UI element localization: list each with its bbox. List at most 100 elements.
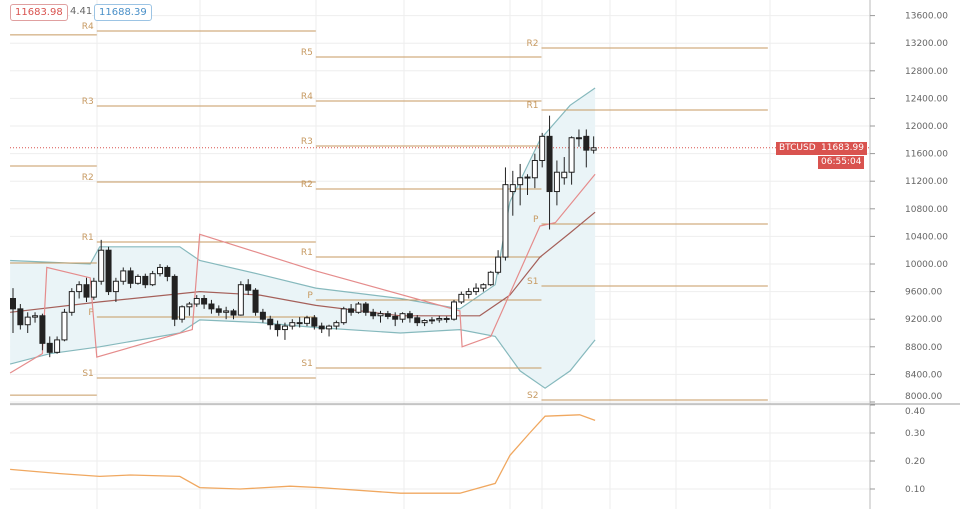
bollinger-fill <box>10 88 596 389</box>
candle-body <box>458 293 465 303</box>
legend-change: 4.41 <box>70 4 93 19</box>
red-indicator-line <box>9 173 596 374</box>
candle-body <box>46 342 53 353</box>
price-tick-label: 10400.00 <box>905 232 948 242</box>
price-tick-label: 8400.00 <box>905 370 942 380</box>
countdown-tag: 06:55:04 <box>818 156 865 169</box>
pivot-label: S1 <box>527 277 538 287</box>
price-tick-label: 11200.00 <box>905 177 948 187</box>
pivot-label: R5 <box>301 48 313 58</box>
legend-close: 11683.98 <box>10 4 68 21</box>
candle-body <box>17 308 24 326</box>
bollinger-bands <box>9 87 596 389</box>
candle-body <box>392 315 399 320</box>
candle-body <box>171 275 178 320</box>
candle-body <box>318 325 325 330</box>
candle-body <box>333 322 340 327</box>
candle-body <box>208 303 215 310</box>
candle-body <box>24 316 31 326</box>
candle-body <box>157 266 163 275</box>
pivot-label: R2 <box>301 180 313 190</box>
candle-body <box>326 325 333 330</box>
candle-body <box>10 298 16 310</box>
candle-body <box>377 313 384 317</box>
legend-other: 11688.39 <box>94 4 152 21</box>
candle-body <box>179 306 186 320</box>
candle-body <box>495 256 502 273</box>
candle-body <box>267 318 274 326</box>
pivot-label: R1 <box>82 233 94 243</box>
candle-body <box>245 284 252 291</box>
candle-body <box>311 317 318 327</box>
price-tick-label: 9600.00 <box>905 288 942 298</box>
candle-body <box>539 135 546 162</box>
candle-body <box>142 275 149 286</box>
candle-body <box>68 291 75 313</box>
last-price-tag: 11683.99 <box>818 142 867 155</box>
candle-body <box>193 298 200 305</box>
candle-body <box>436 318 443 321</box>
candle-body <box>105 249 112 293</box>
candle-body <box>348 308 355 313</box>
candle-body <box>502 184 509 258</box>
candle-body <box>487 271 494 286</box>
candle-body <box>215 308 222 313</box>
candle-body <box>296 322 303 325</box>
price-tick-label: 8800.00 <box>905 343 942 353</box>
oscillator-tick-label: 0.10 <box>905 485 925 495</box>
pivot-label: S2 <box>527 391 538 401</box>
candle-body <box>281 325 288 331</box>
candle-body <box>355 303 362 313</box>
oscillator-tick-label: 0.20 <box>905 457 925 467</box>
candle-body <box>583 135 590 151</box>
candle-body <box>120 270 127 282</box>
pivot-label: P <box>307 291 313 301</box>
candle-body <box>406 313 413 319</box>
candle-body <box>134 275 141 284</box>
pivot-label: R3 <box>82 97 94 107</box>
price-axis[interactable]: 13600.00 13200.00 12800.00 12400.00 12000.00… <box>870 12 948 495</box>
candle-body <box>384 313 391 317</box>
candle-body <box>465 291 472 295</box>
candle-body <box>480 284 487 289</box>
oscillator-pane <box>10 414 596 494</box>
candle-body <box>575 137 582 140</box>
candle-body <box>83 284 90 298</box>
candle-body <box>473 287 480 293</box>
candle-body <box>223 310 230 313</box>
candle-body <box>399 313 406 320</box>
candle-body <box>274 324 281 331</box>
pivot-label: R4 <box>82 22 94 32</box>
candle-body <box>289 322 296 327</box>
price-tick-label: 8000.00 <box>905 392 942 402</box>
candle-body <box>259 311 266 320</box>
price-tick-label: 12000.00 <box>905 122 948 132</box>
candle-body <box>304 317 310 324</box>
bollinger-upper-line <box>10 87 596 310</box>
pivot-label: P <box>533 215 539 225</box>
candle-body <box>39 315 46 344</box>
symbol-tag: BTCUSD <box>776 142 819 155</box>
candle-body <box>414 317 421 324</box>
pivot-label: R1 <box>301 248 313 258</box>
price-tick-label: 10000.00 <box>905 260 948 270</box>
candle-body <box>421 320 428 324</box>
candle-body <box>98 249 105 282</box>
pivot-label: R4 <box>301 92 313 102</box>
candle-body <box>149 273 156 286</box>
candle-body <box>553 171 560 193</box>
candle-body <box>32 315 39 318</box>
pivot-label: P <box>88 308 94 318</box>
candle-body <box>451 301 457 320</box>
candle-body <box>201 298 208 305</box>
price-tick-label: 11600.00 <box>905 150 948 160</box>
pivot-label: S1 <box>82 369 93 379</box>
candle-body <box>112 280 119 293</box>
candle-body <box>54 339 61 353</box>
pivot-label: S1 <box>301 359 312 369</box>
pivot-levels: R4 R3 R2 R1 P S1 R5 R4 R3 R2 R1 P S1 R2 R1 P S1 S2 <box>10 22 768 401</box>
price-tick-label: 13600.00 <box>905 12 948 22</box>
oscillator-tick-label: 0.30 <box>905 429 925 439</box>
candle-body <box>443 318 450 321</box>
